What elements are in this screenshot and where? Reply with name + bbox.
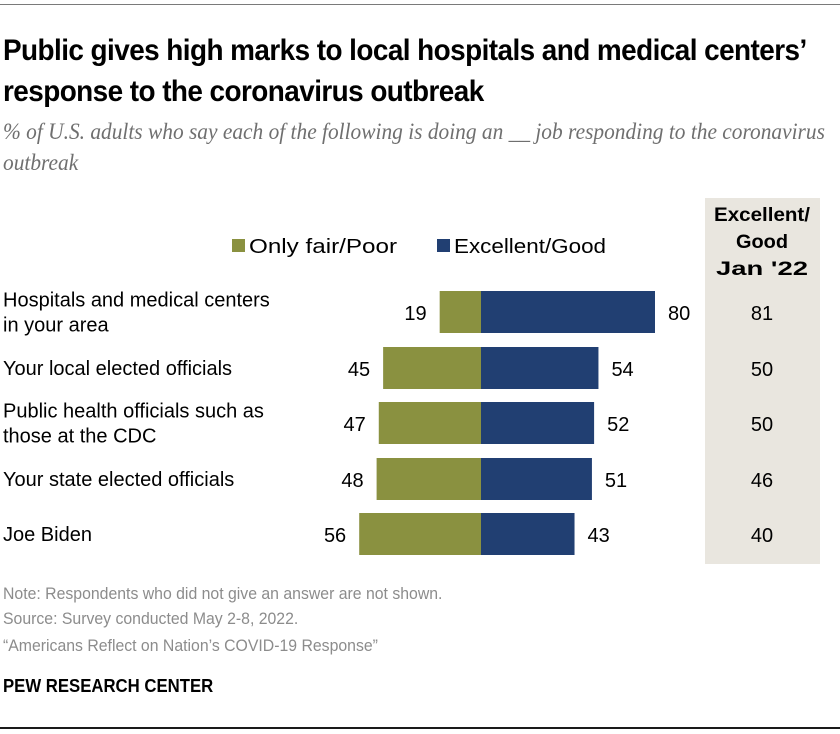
- category-label: Hospitals and medical centers: [3, 290, 270, 312]
- side-header-line: Good: [736, 232, 788, 253]
- data-label-excellent-good: 43: [588, 525, 610, 547]
- chart-subtitle: % of U.S. adults who say each of the fol…: [3, 119, 825, 175]
- data-label-only-fair-poor: 19: [404, 303, 426, 325]
- report-title-text: “Americans Reflect on Nation’s COVID-19 …: [3, 636, 378, 655]
- data-label-only-fair-poor: 47: [344, 414, 366, 436]
- data-label-excellent-good: 52: [607, 414, 629, 436]
- bar-excellent-good: [481, 291, 655, 333]
- bar-excellent-good: [481, 347, 599, 389]
- bottom-rule: [0, 727, 840, 729]
- side-column-value: 50: [751, 414, 773, 436]
- bar-row: Hospitals and medical centers in your are…: [3, 290, 773, 337]
- legend-swatch-excellent-good: [437, 239, 450, 252]
- data-label-only-fair-poor: 48: [341, 470, 363, 492]
- legend-label-only-fair-poor: Only fair/Poor: [249, 236, 397, 258]
- category-label: in your area: [3, 315, 109, 337]
- side-header-line: Excellent/: [714, 205, 811, 226]
- note-text: Note: Respondents who did not give an an…: [3, 584, 443, 603]
- side-column-value: 40: [751, 525, 773, 547]
- side-column-value: 46: [751, 470, 773, 492]
- category-label: those at the CDC: [3, 426, 156, 448]
- bar-only-fair-poor: [383, 347, 481, 389]
- side-column-header: Excellent/Good Jan '22: [714, 205, 811, 280]
- bar-row: Your local elected officials 45 54 50: [3, 347, 773, 389]
- bar-only-fair-poor: [376, 458, 481, 500]
- bar-excellent-good: [481, 458, 592, 500]
- category-label: Public health officials such as: [3, 401, 264, 423]
- data-label-excellent-good: 80: [668, 303, 690, 325]
- side-header-line: Jan '22: [716, 259, 808, 280]
- legend-label-excellent-good: Excellent/Good: [454, 236, 606, 258]
- bar-excellent-good: [481, 513, 575, 555]
- category-label: Joe Biden: [3, 524, 92, 546]
- legend-swatch-only-fair-poor: [232, 239, 245, 252]
- bar-rows: Hospitals and medical centers in your are…: [3, 290, 773, 555]
- source-text: Source: Survey conducted May 2-8, 2022.: [3, 609, 299, 628]
- bar-row: Joe Biden 56 43 40: [3, 513, 773, 555]
- data-label-excellent-good: 54: [611, 359, 633, 381]
- side-column-value: 50: [751, 359, 773, 381]
- category-label: Your state elected officials: [3, 469, 234, 491]
- chart-title: Public gives high marks to local hospita…: [3, 34, 806, 108]
- bar-row: Your state elected officials 48 51 46: [3, 458, 773, 500]
- brand-logo-text: PEW RESEARCH CENTER: [3, 676, 214, 696]
- top-rule: [0, 4, 840, 5]
- bar-only-fair-poor: [378, 402, 481, 444]
- bar-excellent-good: [481, 402, 595, 444]
- category-label: Your local elected officials: [3, 358, 232, 380]
- data-label-excellent-good: 51: [605, 470, 627, 492]
- data-label-only-fair-poor: 45: [348, 359, 370, 381]
- side-column-value: 81: [751, 303, 773, 325]
- side-column-background: [705, 198, 820, 564]
- bar-only-fair-poor: [439, 291, 481, 333]
- legend: Only fair/Poor Excellent/Good: [232, 236, 606, 258]
- bar-row: Public health officials such as those at …: [3, 401, 773, 448]
- bar-only-fair-poor: [359, 513, 481, 555]
- data-label-only-fair-poor: 56: [324, 525, 346, 547]
